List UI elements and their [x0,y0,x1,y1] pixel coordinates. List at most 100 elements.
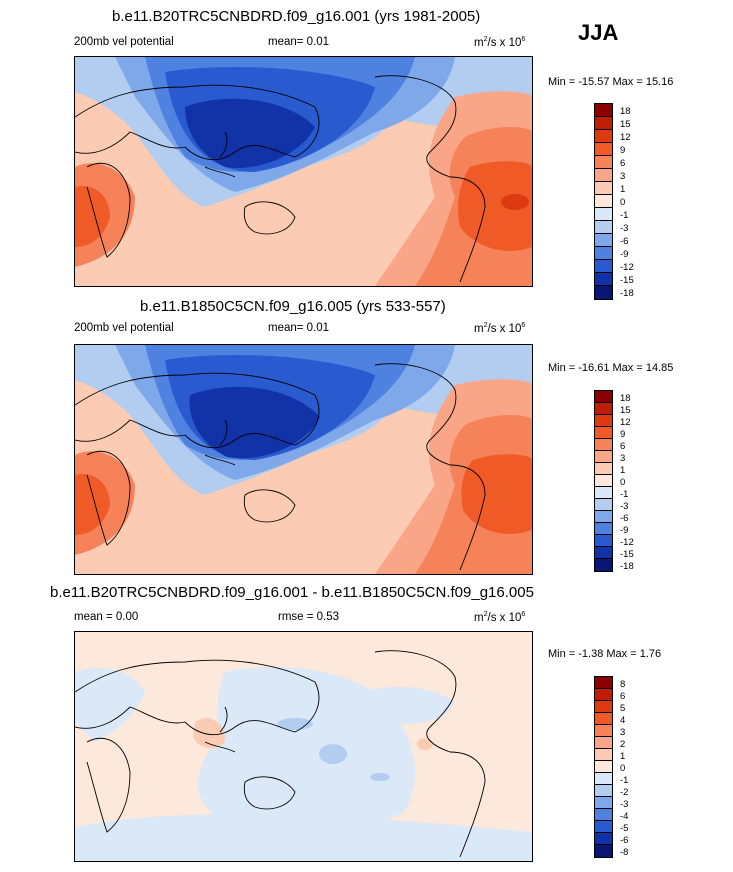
colorbar-label: -5 [620,823,629,834]
panel-1-mean: mean= 0.01 [268,36,330,48]
colorbar-label: 6 [620,158,626,169]
colorbar-label: -6 [620,835,629,846]
colorbar-label: -2 [620,787,629,798]
colorbar-swatch [595,749,612,761]
panel-3-map [74,631,533,862]
colorbar-swatch [595,169,612,182]
colorbar-label: 12 [620,132,631,143]
colorbar-label: 6 [620,441,626,452]
colorbar-swatch [595,761,612,773]
colorbar-label: -12 [620,537,634,548]
colorbar-swatch [595,725,612,737]
colorbar-label: -9 [620,249,629,260]
colorbar-label: 5 [620,703,626,714]
colorbar-swatch [595,785,612,797]
colorbar-swatch [595,104,612,117]
colorbar-swatch [595,773,612,785]
colorbar-swatch [595,845,612,857]
colorbar-swatch [595,737,612,749]
colorbar-label: -3 [620,501,629,512]
colorbar-label: 9 [620,429,626,440]
colorbar-label: 1 [620,465,626,476]
colorbar-label: -3 [620,223,629,234]
colorbar-swatch [595,547,612,559]
colorbar-swatch [595,833,612,845]
panel-2-units: m2/s x 106 [474,322,526,335]
panel-2-title: b.e11.B1850C5CN.f09_g16.005 (yrs 533-557… [140,298,446,315]
colorbar-label: 3 [620,727,626,738]
colorbar-label: -3 [620,799,629,810]
colorbar-swatch [595,221,612,234]
colorbar-swatch [595,195,612,208]
colorbar-swatch [595,451,612,463]
colorbar-label: 2 [620,739,626,750]
colorbar-label: 0 [620,477,626,488]
colorbar-label: 12 [620,417,631,428]
colorbar-label: -8 [620,847,629,858]
colorbar-swatch [595,415,612,427]
panel-1-units: m2/s x 106 [474,36,526,49]
colorbar-label: 9 [620,145,626,156]
colorbar-label: -6 [620,513,629,524]
colorbar-swatch [595,797,612,809]
colorbar-swatch [595,475,612,487]
panel-3-minmax: Min = -1.38 Max = 1.76 [548,648,662,660]
colorbar-swatch [595,559,612,571]
colorbar-label: -1 [620,775,629,786]
colorbar-swatch [595,247,612,260]
colorbar-label: 15 [620,119,631,130]
colorbar-swatch [595,677,612,689]
panel-1-map [74,56,533,287]
colorbar-swatch [595,156,612,169]
panel-2-minmax: Min = -16.61 Max = 14.85 [548,362,674,374]
colorbar-swatch [595,821,612,833]
colorbar-swatch [595,234,612,247]
colorbar-label: 3 [620,453,626,464]
colorbar-swatch [595,689,612,701]
colorbar-label: 18 [620,393,631,404]
colorbar-swatch [595,260,612,273]
panel-3-title: b.e11.B20TRC5CNBDRD.f09_g16.001 - b.e11.… [50,584,534,601]
colorbar-swatch [595,463,612,475]
season-label: JJA [578,20,619,45]
colorbar-label: -4 [620,811,629,822]
colorbar-label: 18 [620,106,631,117]
panel-3-units: m2/s x 106 [474,611,526,624]
colorbar-swatch [595,809,612,821]
colorbar-label: 0 [620,197,626,208]
colorbar-label: -9 [620,525,629,536]
colorbar-swatch [595,701,612,713]
panel-3-colorbar [594,676,613,858]
colorbar-swatch [595,130,612,143]
colorbar-label: 1 [620,751,626,762]
colorbar-swatch [595,713,612,725]
colorbar-label: 0 [620,763,626,774]
colorbar-swatch [595,439,612,451]
colorbar-label: -15 [620,549,634,560]
colorbar-label: -1 [620,210,629,221]
colorbar-swatch [595,523,612,535]
colorbar-swatch [595,117,612,130]
panel-3-rmse: rmse = 0.53 [278,611,340,623]
colorbar-swatch [595,182,612,195]
panel-2-left-label: 200mb vel potential [74,322,174,334]
panel-1-title: b.e11.B20TRC5CNBDRD.f09_g16.001 (yrs 198… [112,8,481,25]
colorbar-label: -18 [620,288,634,299]
panel-2-colorbar [594,390,613,572]
colorbar-swatch [595,487,612,499]
panel-2-map [74,344,533,575]
colorbar-label: 3 [620,171,626,182]
colorbar-label: -15 [620,275,634,286]
panel-3-mean: mean = 0.00 [74,611,139,623]
colorbar-swatch [595,403,612,415]
colorbar-swatch [595,499,612,511]
colorbar-label: -1 [620,489,629,500]
colorbar-label: -12 [620,262,634,273]
colorbar-label: 8 [620,679,626,690]
colorbar-label: 1 [620,184,626,195]
panel-2-mean: mean= 0.01 [268,322,330,334]
colorbar-swatch [595,427,612,439]
colorbar-label: 15 [620,405,631,416]
panel-1-minmax: Min = -15.57 Max = 15.16 [548,76,674,88]
panel-1-colorbar [594,103,613,300]
